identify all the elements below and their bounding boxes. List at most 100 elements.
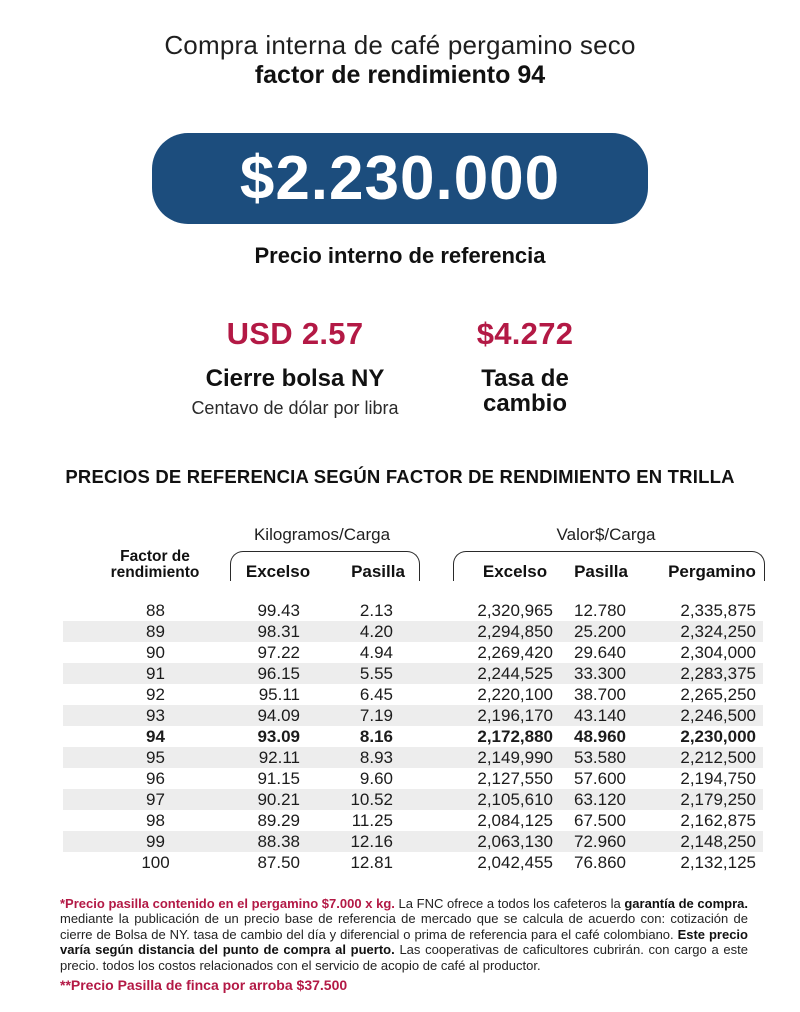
table-cell-factor: 91: [146, 664, 165, 683]
table-cell-kg_pasilla: 4.94: [359, 643, 393, 662]
column-header-factor: Factor de rendimiento: [110, 548, 200, 581]
table-row: 95 92.11 8.93 2,149,990 53.580 2,212,500: [63, 747, 763, 768]
table-row: 92 95.11 6.45 2,220,100 38.700 2,265,250: [63, 684, 763, 705]
reference-price-table: 88 99.43 2.13 2,320,965 12.780 2,335,875 89 98.…: [63, 600, 763, 873]
value-group-bracket: [453, 551, 765, 581]
table-cell-kg_excelso: 91.15: [257, 769, 300, 788]
table-cell-val_pasilla: 72.960: [574, 832, 626, 851]
group-header-kilograms: Kilogramos/Carga: [253, 525, 391, 544]
group-header-value: Valor$/Carga: [556, 525, 656, 544]
table-cell-factor: 88: [146, 601, 165, 620]
table-cell-val_excelso: 2,063,130: [477, 832, 553, 851]
table-cell-val_pergamino: 2,246,500: [680, 706, 756, 725]
table-cell-kg_pasilla: 9.60: [359, 769, 393, 788]
kilograms-group-bracket: [230, 551, 420, 581]
table-cell-val_excelso: 2,105,610: [477, 790, 553, 809]
table-cell-kg_pasilla: 8.93: [359, 748, 393, 767]
table-section-title: PRECIOS DE REFERENCIA SEGÚN FACTOR DE RE…: [65, 466, 735, 487]
table-row: 93 94.09 7.19 2,196,170 43.140 2,246,500: [63, 705, 763, 726]
table-cell-val_pergamino: 2,148,250: [680, 832, 756, 851]
table-cell-factor: 94: [146, 727, 165, 746]
footnote-segment: mediante la publicación de un precio bas…: [60, 911, 748, 942]
table-cell-factor: 97: [146, 790, 165, 809]
table-cell-val_pergamino: 2,179,250: [680, 790, 756, 809]
column-header-val-pergamino: Pergamino: [668, 562, 756, 581]
table-cell-kg_excelso: 98.31: [257, 622, 300, 641]
table-cell-val_excelso: 2,172,880: [477, 727, 553, 746]
table-row: 88 99.43 2.13 2,320,965 12.780 2,335,875: [63, 600, 763, 621]
table-cell-val_excelso: 2,084,125: [477, 811, 553, 830]
table-cell-val_pergamino: 2,132,125: [680, 853, 756, 872]
ny-close-label: Cierre bolsa NY: [205, 365, 385, 392]
column-header-kg-excelso: Excelso: [245, 562, 311, 581]
ny-close-value: USD 2.57: [226, 316, 364, 351]
table-cell-kg_pasilla: 4.20: [359, 622, 393, 641]
table-cell-kg_pasilla: 6.45: [359, 685, 393, 704]
reference-price-badge: $2.230.000: [152, 133, 648, 224]
table-cell-val_pergamino: 2,304,000: [680, 643, 756, 662]
exchange-rate-stat: $4.272 Tasa de cambio: [425, 316, 625, 416]
table-cell-kg_excelso: 87.50: [257, 853, 300, 872]
ny-close-sublabel: Centavo de dólar por libra: [191, 398, 399, 418]
table-cell-val_pergamino: 2,212,500: [680, 748, 756, 767]
reference-price-value: $2.230.000: [239, 144, 561, 213]
column-header-val-excelso: Excelso: [482, 562, 548, 581]
table-cell-kg_excelso: 90.21: [257, 790, 300, 809]
table-cell-val_pergamino: 2,194,750: [680, 769, 756, 788]
table-cell-kg_excelso: 89.29: [257, 811, 300, 830]
table-cell-factor: 99: [146, 832, 165, 851]
table-row: 90 97.22 4.94 2,269,420 29.640 2,304,000: [63, 642, 763, 663]
table-cell-val_pergamino: 2,230,000: [680, 727, 756, 746]
table-cell-val_excelso: 2,269,420: [477, 643, 553, 662]
table-cell-val_pergamino: 2,162,875: [680, 811, 756, 830]
table-cell-factor: 90: [146, 643, 165, 662]
table-row: 98 89.29 11.25 2,084,125 67.500 2,162,875: [63, 810, 763, 831]
table-cell-kg_excelso: 88.38: [257, 832, 300, 851]
table-cell-factor: 98: [146, 811, 165, 830]
reference-price-caption: Precio interno de referencia: [254, 243, 546, 268]
table-cell-factor: 96: [146, 769, 165, 788]
table-cell-val_excelso: 2,149,990: [477, 748, 553, 767]
table-cell-val_pasilla: 29.640: [574, 643, 626, 662]
table-cell-val_excelso: 2,294,850: [477, 622, 553, 641]
table-cell-kg_pasilla: 5.55: [359, 664, 393, 683]
table-cell-factor: 93: [146, 706, 165, 725]
ny-close-stat: USD 2.57 Cierre bolsa NY Centavo de dóla…: [145, 316, 445, 419]
table-cell-val_pasilla: 57.600: [574, 769, 626, 788]
table-row: 91 96.15 5.55 2,244,525 33.300 2,283,375: [63, 663, 763, 684]
footnote-pasilla-finca: **Precio Pasilla de finca por arroba $37…: [60, 977, 348, 993]
table-cell-kg_excelso: 97.22: [257, 643, 300, 662]
table-cell-val_excelso: 2,244,525: [477, 664, 553, 683]
table-cell-kg_excelso: 99.43: [257, 601, 300, 620]
table-row: 100 87.50 12.81 2,042,455 76.860 2,132,125: [63, 852, 763, 873]
table-row: 96 91.15 9.60 2,127,550 57.600 2,194,750: [63, 768, 763, 789]
table-cell-val_pasilla: 43.140: [574, 706, 626, 725]
exchange-rate-label: Tasa de cambio: [481, 365, 569, 417]
footnote-paragraph: *Precio pasilla contenido en el pergamin…: [60, 896, 748, 973]
table-cell-kg_pasilla: 10.52: [350, 790, 393, 809]
table-cell-val_pasilla: 53.580: [574, 748, 626, 767]
table-cell-kg_pasilla: 12.81: [350, 853, 393, 872]
footnote-segment: Este precio varía según distancia del pu…: [60, 926, 748, 958]
table-row: 89 98.31 4.20 2,294,850 25.200 2,324,250: [63, 621, 763, 642]
table-cell-factor: 92: [146, 685, 165, 704]
table-cell-val_pasilla: 12.780: [574, 601, 626, 620]
table-cell-kg_excelso: 93.09: [257, 727, 300, 746]
table-cell-val_pasilla: 48.960: [574, 727, 626, 746]
table-cell-kg_excelso: 92.11: [258, 748, 300, 767]
table-cell-val_pergamino: 2,324,250: [680, 622, 756, 641]
table-row: 94 93.09 8.16 2,172,880 48.960 2,230,000: [63, 726, 763, 747]
footnote-segment: La FNC ofrece a todos los cafeteros la: [398, 896, 625, 911]
table-cell-val_pasilla: 67.500: [574, 811, 626, 830]
table-cell-kg_pasilla: 7.19: [359, 706, 393, 725]
table-row: 97 90.21 10.52 2,105,610 63.120 2,179,250: [63, 789, 763, 810]
table-cell-val_pergamino: 2,335,875: [680, 601, 756, 620]
column-header-val-pasilla: Pasilla: [574, 562, 628, 581]
table-cell-val_excelso: 2,220,100: [477, 685, 553, 704]
table-cell-kg_pasilla: 2.13: [359, 601, 393, 620]
table-cell-val_excelso: 2,196,170: [477, 706, 553, 725]
page-subtitle: factor de rendimiento 94: [254, 61, 546, 89]
table-cell-val_excelso: 2,042,455: [477, 853, 553, 872]
table-cell-kg_excelso: 94.09: [257, 706, 300, 725]
